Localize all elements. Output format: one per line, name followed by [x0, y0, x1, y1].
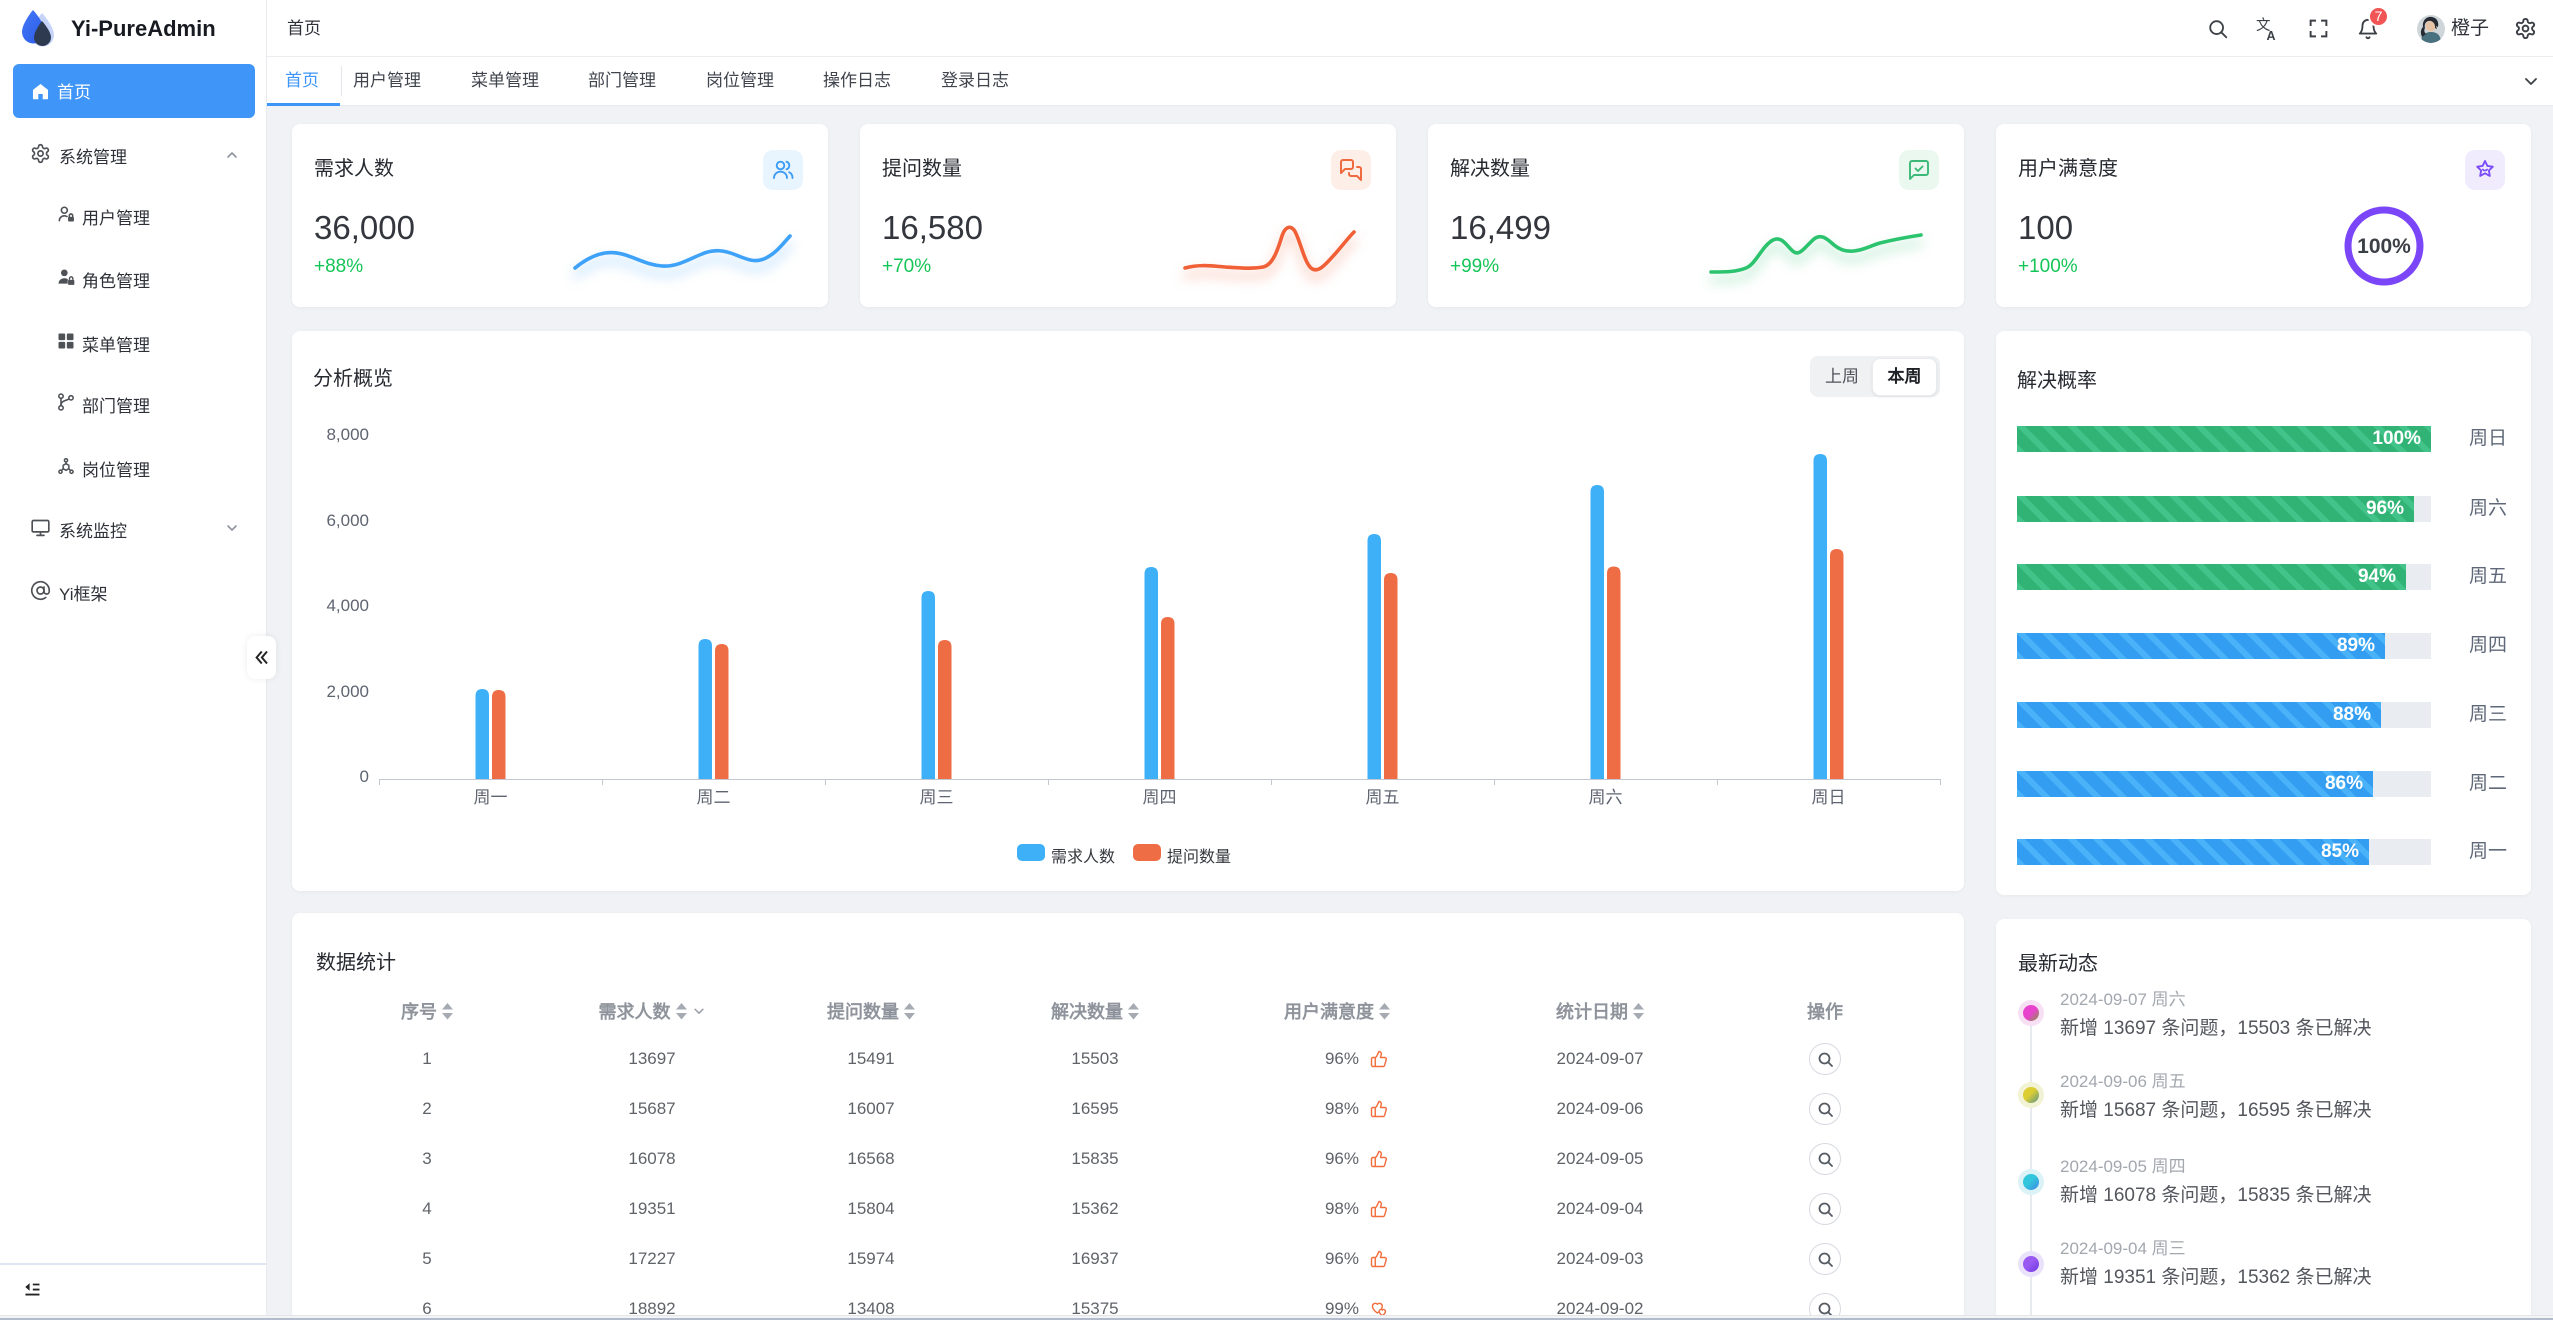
svg-text:周一: 周一 [474, 788, 508, 807]
svg-text:周二: 周二 [697, 788, 731, 807]
svg-text:4,000: 4,000 [326, 596, 369, 615]
svg-text:100%: 100% [2357, 235, 2411, 258]
svg-text:周三: 周三 [920, 788, 954, 807]
svg-text:2,000: 2,000 [326, 682, 369, 701]
svg-text:0: 0 [360, 767, 369, 786]
svg-text:6,000: 6,000 [326, 511, 369, 530]
svg-text:8,000: 8,000 [326, 425, 369, 444]
svg-text:文: 文 [2256, 17, 2271, 34]
svg-text:周日: 周日 [1812, 788, 1846, 807]
svg-text:周四: 周四 [1143, 788, 1177, 807]
svg-text:周六: 周六 [1589, 788, 1623, 807]
svg-text:周五: 周五 [1366, 788, 1400, 807]
svg-text:A: A [2267, 29, 2276, 41]
